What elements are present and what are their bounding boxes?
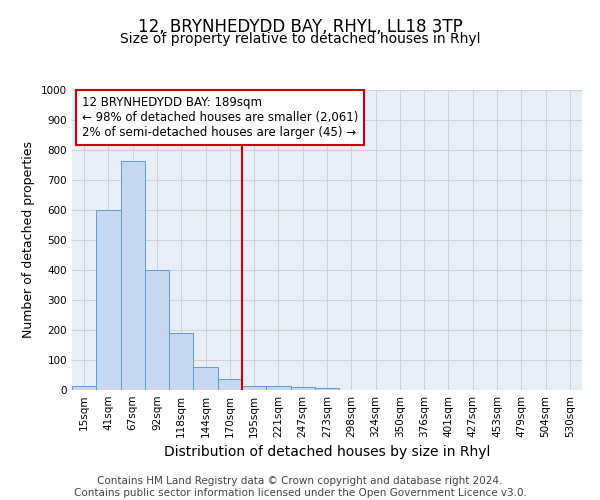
Y-axis label: Number of detached properties: Number of detached properties: [22, 142, 35, 338]
Bar: [315, 388, 339, 390]
Bar: [145, 270, 169, 390]
Text: Size of property relative to detached houses in Rhyl: Size of property relative to detached ho…: [120, 32, 480, 46]
Bar: [169, 333, 193, 390]
Bar: [96, 210, 121, 390]
Bar: [266, 386, 290, 390]
X-axis label: Distribution of detached houses by size in Rhyl: Distribution of detached houses by size …: [164, 446, 490, 460]
Bar: [72, 386, 96, 390]
Text: 12 BRYNHEDYDD BAY: 189sqm
← 98% of detached houses are smaller (2,061)
2% of sem: 12 BRYNHEDYDD BAY: 189sqm ← 98% of detac…: [82, 96, 359, 139]
Text: 12, BRYNHEDYDD BAY, RHYL, LL18 3TP: 12, BRYNHEDYDD BAY, RHYL, LL18 3TP: [137, 18, 463, 36]
Bar: [242, 386, 266, 390]
Bar: [121, 162, 145, 390]
Bar: [290, 387, 315, 390]
Text: Contains HM Land Registry data © Crown copyright and database right 2024.
Contai: Contains HM Land Registry data © Crown c…: [74, 476, 526, 498]
Bar: [193, 366, 218, 390]
Bar: [218, 378, 242, 390]
